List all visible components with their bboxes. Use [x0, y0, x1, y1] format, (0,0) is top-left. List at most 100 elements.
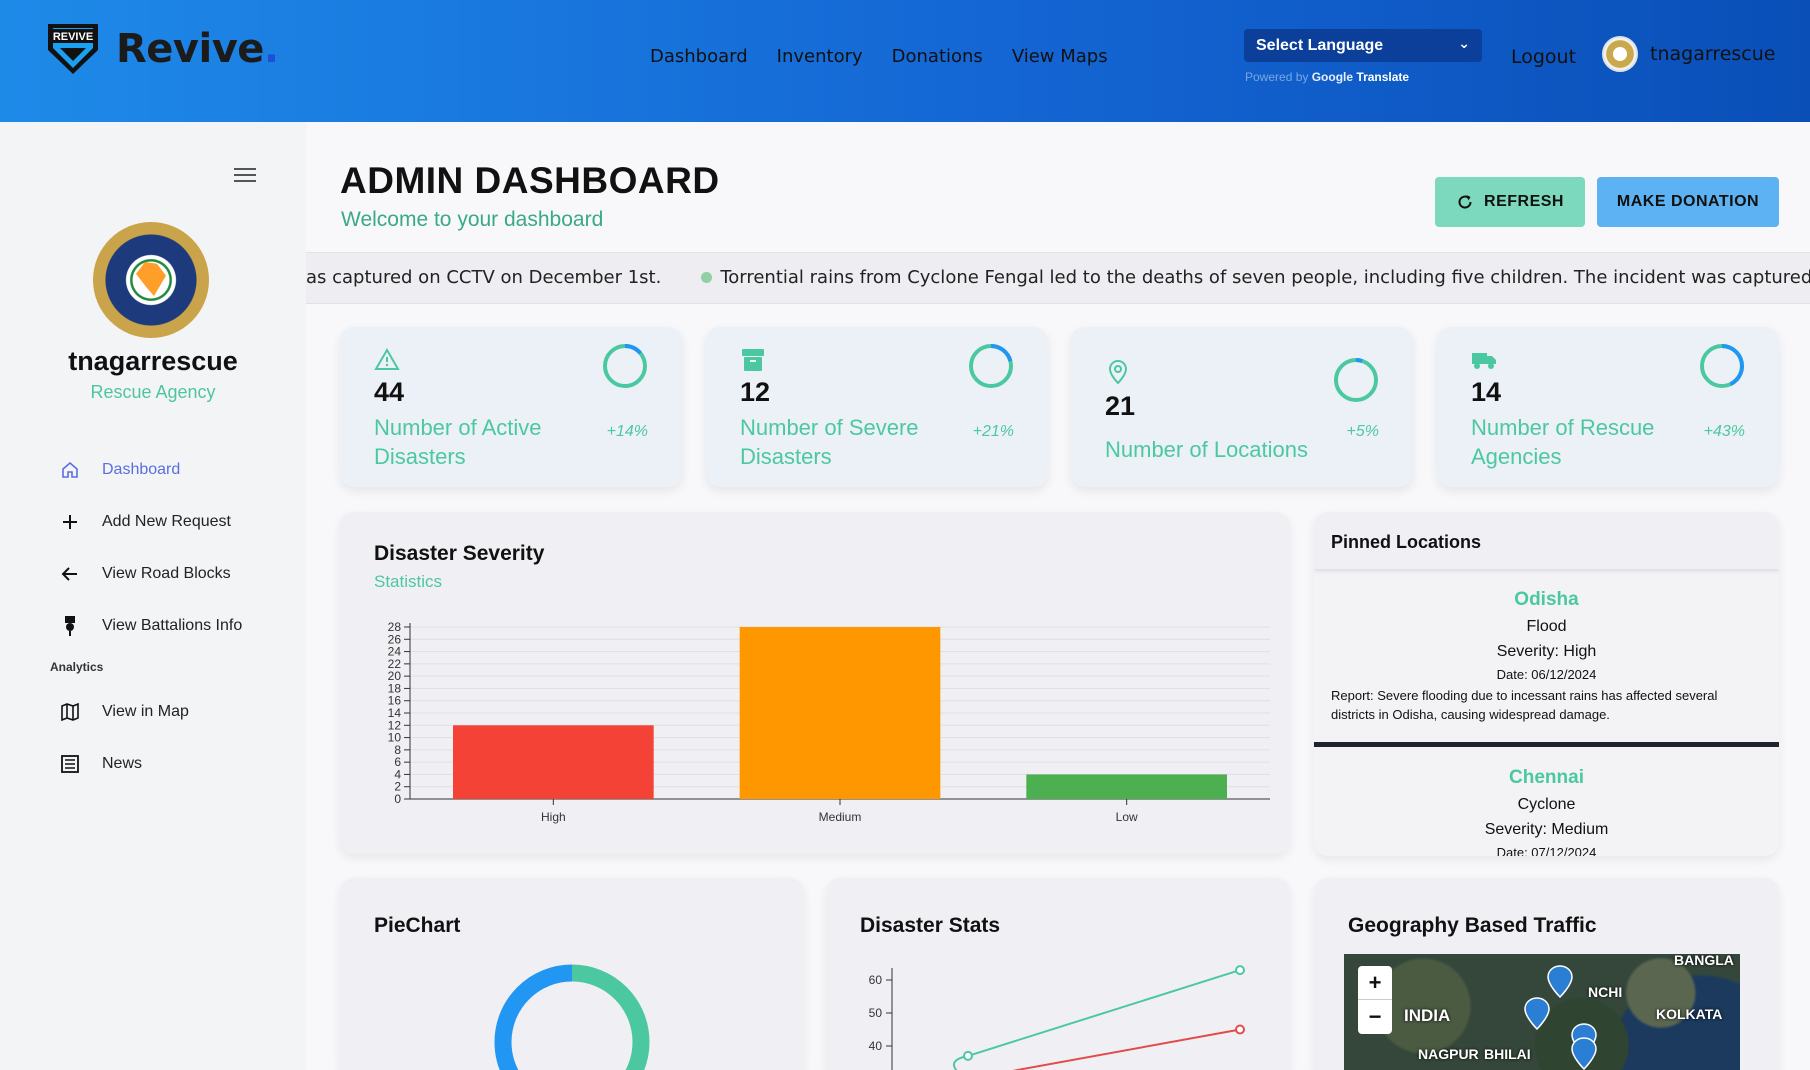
series-line: [1011, 1028, 1241, 1070]
card-title: PieChart: [374, 914, 461, 937]
location-pin-icon: [1108, 359, 1128, 385]
page-subtitle: Welcome to your dashboard: [341, 208, 604, 231]
location-name: Chennai: [1509, 767, 1584, 788]
make-donation-button[interactable]: MAKE DONATION: [1597, 177, 1779, 227]
pinned-locations-card: Pinned Locations Odisha Flood Severity: …: [1314, 512, 1779, 856]
plus-icon: [58, 510, 82, 534]
stat-label: Number of Severe Disasters: [740, 415, 919, 469]
pinned-location-item[interactable]: Odisha Flood Severity: High Date: 06/12/…: [1314, 569, 1779, 747]
nav-donations[interactable]: Donations: [891, 46, 983, 67]
nav-view-maps[interactable]: View Maps: [1011, 46, 1108, 67]
map-label: NAGPUR: [1418, 1046, 1479, 1062]
google-translate-credit: Powered by Google Translate: [1245, 70, 1410, 84]
y-tick-label: 24: [388, 645, 402, 659]
sidebar-item-view-road-blocks[interactable]: View Road Blocks: [58, 548, 242, 600]
user-menu[interactable]: tnagarrescue: [1602, 36, 1775, 72]
donut-chart: [494, 964, 650, 1070]
ring-progress: [1334, 358, 1378, 402]
traffic-map[interactable]: + − INDIA NCHI KOLKATA NAGPUR BHILAI BAN…: [1344, 954, 1740, 1070]
severity-text: Severity: High: [1496, 643, 1597, 660]
nav-dashboard[interactable]: Dashboard: [650, 46, 748, 67]
y-tick-label: 4: [394, 767, 401, 781]
agency-role: Rescue Agency: [90, 382, 216, 402]
bar-medium: [739, 627, 941, 799]
avatar: [1602, 36, 1638, 72]
home-icon: [58, 458, 82, 482]
sidebar-item-add-new-request[interactable]: Add New Request: [58, 496, 242, 548]
ring-progress: [969, 344, 1013, 388]
sidebar-item-news[interactable]: News: [58, 738, 189, 790]
geography-traffic-card: Geography Based Traffic + − INDIA NCHI K…: [1314, 878, 1779, 1070]
hamburger-menu-icon[interactable]: [234, 164, 256, 186]
series-point: [963, 1050, 973, 1061]
y-tick-label: 10: [388, 731, 402, 745]
stat-change: +5%: [1346, 423, 1379, 440]
shield-logo-icon: REVIVE: [48, 24, 98, 74]
series-point: [1235, 965, 1245, 976]
brand-logo[interactable]: REVIVE Revive.: [44, 20, 279, 78]
progress-ring: [1334, 358, 1378, 402]
sidebar-menu: Dashboard Add New Request View Road Bloc…: [58, 444, 242, 652]
pinned-location-item[interactable]: Chennai Cyclone Severity: Medium Date: 0…: [1314, 747, 1779, 856]
y-tick-label: 50: [869, 1006, 883, 1020]
zoom-out-button[interactable]: −: [1368, 1004, 1382, 1029]
map-label: INDIA: [1404, 1006, 1451, 1025]
map-label: KOLKATA: [1656, 1006, 1723, 1022]
y-tick-label: 6: [394, 755, 401, 769]
arrow-left-icon: [58, 562, 82, 586]
disaster-severity-card: Disaster Severity Statistics 0 2 4 6 8 10 12 14…: [340, 512, 1290, 854]
ticker-bullet: [701, 272, 713, 283]
date-text: Date: 06/12/2024: [1496, 667, 1597, 682]
y-tick-label: 26: [388, 632, 402, 646]
card-subtitle: Statistics: [374, 572, 443, 591]
agency-name: tnagarrescue: [68, 346, 238, 376]
y-tick-label: 22: [388, 657, 402, 671]
map-icon: [58, 700, 82, 724]
sidebar-item-view-in-map[interactable]: View in Map: [58, 686, 189, 738]
sidebar-item-label: View in Map: [102, 703, 189, 720]
x-tick-label: High: [541, 810, 566, 824]
bar-low: [1026, 774, 1227, 799]
stat-value: 21: [1105, 391, 1136, 421]
progress-ring: [969, 344, 1013, 388]
series-point: [1235, 1024, 1245, 1035]
card-title: Disaster Stats: [860, 914, 1001, 937]
ticker-item: Torrential rains from Cyclone Fengal led…: [720, 267, 1810, 288]
card-title: Disaster Severity: [374, 542, 545, 565]
stat-card-active-disasters: 44 Number of Active Disasters +14%: [340, 327, 682, 487]
top-navbar: REVIVE Revive. Dashboard Inventory Donat…: [0, 0, 1810, 122]
card-title: Pinned Locations: [1314, 512, 1779, 569]
language-select[interactable]: Select Language ⌄: [1244, 29, 1482, 62]
username: tnagarrescue: [1650, 43, 1776, 65]
brand-name: Revive.: [116, 26, 279, 72]
sidebar-item-dashboard[interactable]: Dashboard: [58, 444, 242, 496]
zoom-in-button[interactable]: +: [1358, 966, 1392, 1000]
logout-link[interactable]: Logout: [1511, 46, 1577, 68]
analytics-menu: View in Map News: [58, 686, 189, 790]
map-label: BHILAI: [1484, 1046, 1531, 1062]
main-content: ADMIN DASHBOARD Welcome to your dashboar…: [306, 122, 1810, 1070]
stat-label: Number of Rescue Agencies: [1471, 415, 1655, 469]
stat-value: 44: [374, 377, 405, 407]
disaster-type: Cyclone: [1517, 796, 1576, 813]
bar-high: [453, 725, 654, 799]
report-text: Report: Severe flooding due to incessant…: [1331, 688, 1718, 722]
sidebar-item-label: Add New Request: [102, 513, 231, 530]
y-tick-label: 20: [388, 669, 402, 683]
sidebar-item-view-battalions-info[interactable]: View Battalions Info: [58, 600, 242, 652]
progress-ring: [1700, 344, 1744, 388]
pie-slice: [494, 964, 650, 1070]
nav-inventory[interactable]: Inventory: [776, 46, 863, 67]
x-tick-label: Low: [1116, 810, 1138, 824]
sidebar: tnagarrescue Rescue Agency Dashboard Add…: [0, 122, 306, 1070]
brand-badge: REVIVE: [53, 31, 93, 43]
disaster-stats-line-chart: 40 50 60: [869, 965, 1245, 1070]
y-tick-label: 0: [394, 792, 401, 806]
divider: [1314, 742, 1779, 747]
y-tick-label: 28: [388, 620, 402, 634]
stat-change: +43%: [1703, 423, 1745, 440]
y-tick-label: 40: [869, 1039, 883, 1053]
refresh-button[interactable]: REFRESH: [1435, 177, 1585, 227]
location-name: Odisha: [1514, 589, 1579, 610]
news-ticker: as captured on CCTV on December 1st. Torr…: [306, 252, 1810, 304]
